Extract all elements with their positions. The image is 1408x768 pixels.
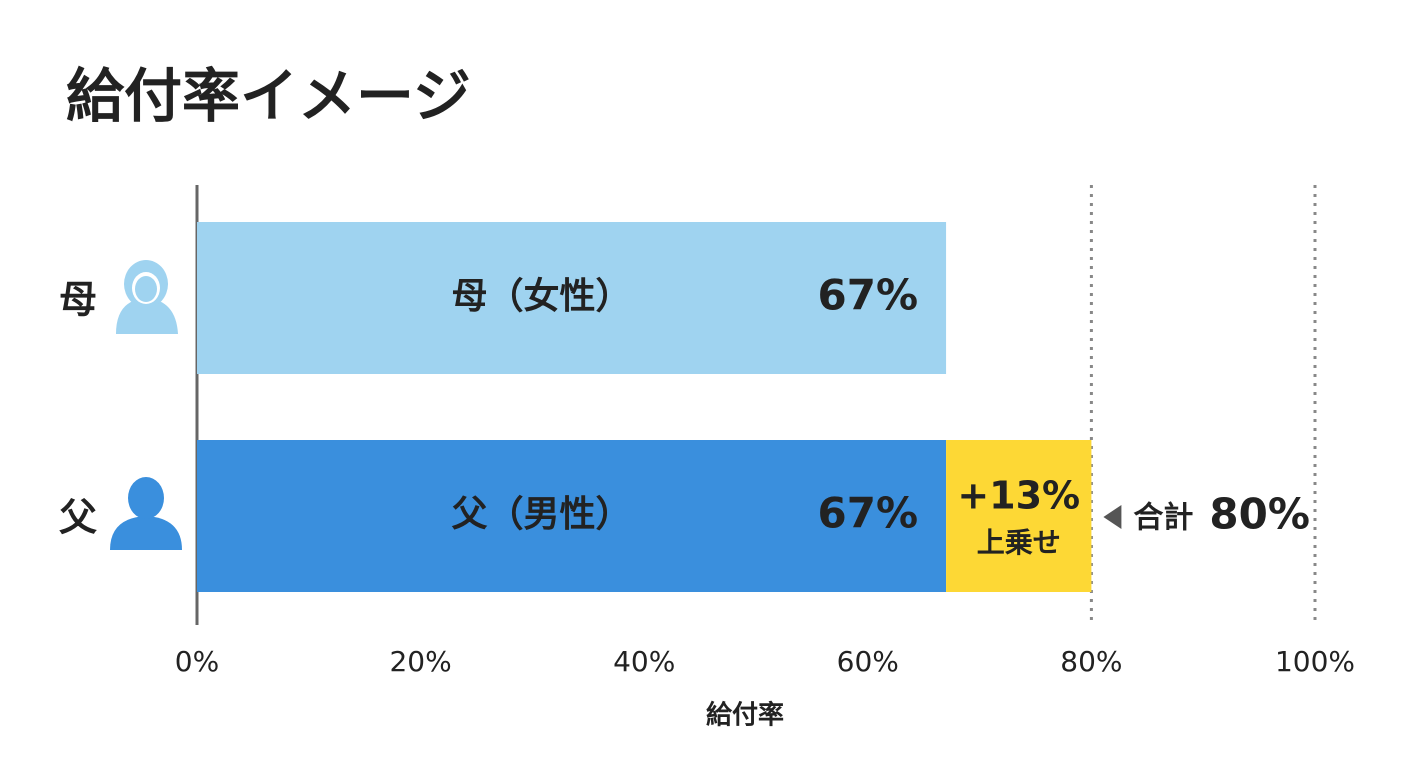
- annotation-value: 80%: [1209, 490, 1310, 539]
- x-tick-label: 100%: [1275, 645, 1355, 678]
- value-label: 67%: [818, 271, 919, 320]
- segment-label: 上乗せ: [977, 526, 1061, 559]
- x-tick-label: 60%: [837, 645, 899, 678]
- bar-segment: [197, 440, 947, 592]
- female-icon: [116, 260, 178, 334]
- value-label: 67%: [818, 489, 919, 538]
- x-tick-label: 0%: [175, 645, 219, 678]
- value-label: +13%: [957, 474, 1080, 518]
- x-axis-title: 給付率: [706, 700, 784, 731]
- x-tick-label: 20%: [389, 645, 451, 678]
- bar-segment: [197, 222, 947, 374]
- bar-segment: [946, 440, 1092, 592]
- chart-title: 給付率イメージ: [66, 62, 471, 130]
- annotation-arrow: [1103, 505, 1122, 529]
- segment-label: 父（男性）: [452, 494, 632, 535]
- x-tick-label: 80%: [1060, 645, 1122, 678]
- male-icon: [110, 477, 182, 550]
- x-tick-label: 40%: [613, 645, 675, 678]
- annotation-text: 合計: [1133, 501, 1193, 536]
- segment-label: 母（女性）: [452, 276, 632, 317]
- category-label: 父: [59, 496, 97, 540]
- category-label: 母: [59, 278, 97, 322]
